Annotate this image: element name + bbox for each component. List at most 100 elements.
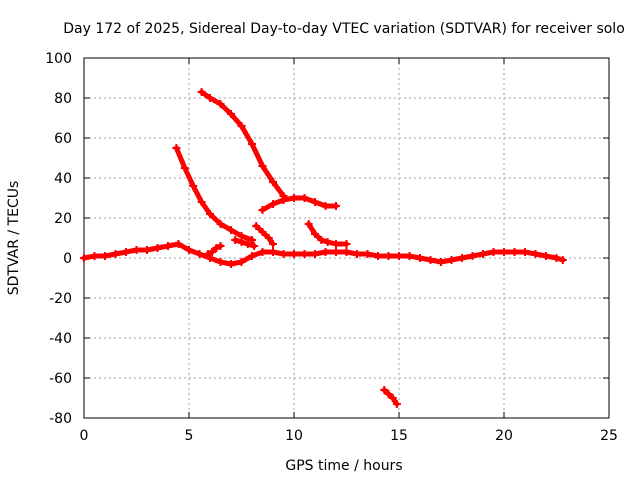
data-point	[248, 252, 256, 260]
data-point	[269, 178, 277, 186]
data-point	[321, 248, 330, 256]
data-point	[558, 256, 567, 264]
data-point	[323, 238, 332, 246]
data-point	[531, 250, 540, 258]
data-point	[332, 240, 340, 248]
data-point	[237, 122, 246, 130]
data-point	[180, 164, 189, 172]
data-point	[227, 226, 235, 234]
data-point	[264, 234, 273, 242]
series-arc-from-83	[197, 88, 288, 200]
x-tick-label: 5	[185, 428, 194, 444]
series-short-8to9	[252, 222, 277, 248]
data-point	[317, 236, 326, 244]
data-point	[521, 248, 529, 256]
data-point	[489, 248, 498, 256]
data-point	[332, 202, 340, 210]
data-point	[392, 400, 401, 408]
y-tick-label: -20	[49, 291, 72, 307]
series-trail	[199, 89, 286, 199]
data-point	[216, 242, 225, 250]
data-point	[304, 220, 313, 228]
data-point	[447, 256, 456, 264]
data-point	[111, 250, 120, 258]
series-trail	[381, 387, 400, 407]
data-point	[500, 248, 508, 256]
data-point	[197, 88, 206, 96]
data-point	[468, 252, 477, 260]
tick-layer: -80 -60 -40 -20 0 20 40 60 80 100 0 5 10 15 20 25	[45, 51, 618, 444]
data-point	[458, 254, 466, 262]
data-point	[311, 230, 319, 238]
data-point	[290, 194, 298, 202]
data-point	[143, 246, 151, 254]
data-point	[363, 250, 372, 258]
data-point	[353, 250, 361, 258]
x-tick-label: 20	[495, 428, 513, 444]
data-point	[384, 390, 393, 398]
data-point	[227, 110, 235, 118]
y-tick-label: -80	[49, 411, 72, 427]
data-point	[174, 240, 183, 248]
data-point	[132, 246, 141, 254]
data-point	[542, 252, 550, 260]
data-point	[510, 248, 519, 256]
series-short-10to12	[304, 220, 351, 248]
y-tick-label: -40	[49, 331, 72, 347]
y-tick-label: 80	[54, 91, 72, 107]
data-point	[216, 258, 225, 266]
series-baseline-band	[80, 240, 567, 268]
data-point	[90, 252, 99, 260]
data-point	[269, 240, 277, 248]
data-point	[122, 248, 130, 256]
data-point	[258, 162, 267, 170]
y-tick-label: 60	[54, 131, 72, 147]
data-point	[552, 254, 561, 262]
data-point	[248, 236, 256, 244]
y-axis-label: SDTVAR / TECUs	[6, 181, 22, 296]
data-point	[172, 144, 181, 152]
data-point	[216, 220, 225, 228]
data-point	[189, 182, 198, 190]
series-negative-segment	[380, 386, 401, 408]
data-point	[237, 238, 246, 246]
data-point	[248, 140, 256, 148]
data-point	[374, 252, 382, 260]
data-point	[252, 222, 261, 230]
data-point	[269, 200, 277, 208]
x-tick-label: 15	[390, 428, 408, 444]
data-point	[195, 250, 204, 258]
data-point	[101, 252, 109, 260]
y-tick-label: -60	[49, 371, 72, 387]
data-point	[311, 198, 319, 206]
data-point	[342, 248, 351, 256]
data-point	[426, 256, 435, 264]
data-point	[395, 252, 403, 260]
data-point	[250, 242, 259, 250]
data-point	[384, 252, 393, 260]
data-point	[212, 244, 221, 252]
series-arc-20-to-26	[258, 194, 340, 214]
data-point	[380, 386, 389, 394]
x-tick-label: 0	[80, 428, 89, 444]
data-point	[342, 240, 351, 248]
y-tick-label: 40	[54, 171, 72, 187]
data-point	[405, 252, 414, 260]
data-point	[216, 100, 225, 108]
data-point	[203, 250, 212, 258]
data-point	[243, 240, 252, 248]
data-point	[208, 248, 217, 256]
data-point	[279, 196, 288, 204]
data-point	[269, 248, 277, 256]
data-point	[231, 236, 240, 244]
x-tick-label: 10	[285, 428, 303, 444]
data-point	[279, 250, 288, 258]
data-point	[416, 254, 424, 262]
y-tick-label: 0	[63, 251, 72, 267]
data-point	[80, 254, 88, 262]
data-point	[258, 206, 267, 214]
series-trail	[253, 223, 276, 247]
data-point	[437, 258, 445, 266]
